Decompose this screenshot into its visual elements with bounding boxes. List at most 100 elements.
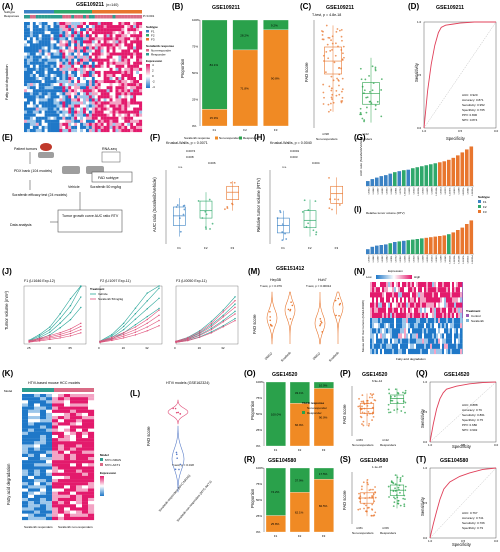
heatmap-cell xyxy=(68,80,72,84)
heatmap-cell xyxy=(85,70,89,75)
data-point xyxy=(340,101,343,104)
x-tick-label: LI1288 xyxy=(440,255,442,262)
heatmap-cell xyxy=(97,128,101,133)
heatmap-cell xyxy=(40,497,47,502)
heatmap-cell xyxy=(64,472,71,476)
heatmap-cell xyxy=(136,49,140,53)
heatmap-cell xyxy=(127,37,131,41)
heatmap-cell xyxy=(40,453,47,458)
heatmap-cell xyxy=(130,92,134,96)
x-tick-label: F1 xyxy=(281,246,285,250)
heatmap-cell xyxy=(124,46,128,50)
heatmap-cell xyxy=(40,412,47,417)
x-tick-label: LI0050d xyxy=(472,255,474,264)
data-point xyxy=(175,411,178,414)
heatmap-cell xyxy=(77,37,81,41)
growth-point xyxy=(59,317,61,320)
heatmap-cell xyxy=(115,31,119,35)
heatmap-cell xyxy=(428,348,431,355)
heatmap-cell xyxy=(100,104,104,108)
heatmap-cell xyxy=(52,463,59,467)
heatmap-cell xyxy=(130,28,134,32)
heatmap-cell xyxy=(440,318,443,324)
heatmap-cell xyxy=(71,107,75,111)
heatmap-cell xyxy=(26,104,30,108)
heatmap-cell xyxy=(103,25,107,29)
panel-letter-L: (L) xyxy=(130,389,141,398)
heatmap-cell xyxy=(438,302,441,308)
heatmap-cell xyxy=(82,397,89,401)
heatmap-cell xyxy=(28,463,35,467)
data-point xyxy=(182,213,185,216)
heatmap-cell xyxy=(91,58,95,62)
heatmap-cell xyxy=(53,101,57,105)
heatmap-cell xyxy=(80,58,84,62)
heatmap-cell xyxy=(112,128,116,133)
heatmap-cell xyxy=(127,101,131,105)
heatmap-cell xyxy=(53,46,57,50)
heatmap-cell xyxy=(46,479,53,483)
heatmap-cell xyxy=(80,22,84,26)
x-tick-label: LI1097 xyxy=(377,255,379,262)
heatmap-cell xyxy=(77,43,81,47)
panel-P-n-resp: n=42 xyxy=(382,438,389,442)
heatmap-cell xyxy=(91,31,95,35)
data-point xyxy=(172,407,174,410)
box xyxy=(199,200,213,219)
heatmap-cell xyxy=(426,287,429,293)
heatmap-cell xyxy=(97,64,101,68)
heatmap-cell xyxy=(24,119,28,123)
heatmap-cell xyxy=(136,119,140,123)
heatmap-cell xyxy=(44,77,48,81)
heatmap-cell xyxy=(103,64,107,68)
heatmap-cell xyxy=(22,463,29,467)
heatmap-cell xyxy=(64,409,71,413)
heatmap-cell xyxy=(454,348,457,355)
data-point xyxy=(368,75,370,77)
heatmap-cell xyxy=(32,125,36,130)
panel-D-metric-npv: NPV: 0.874 xyxy=(462,118,478,122)
heatmap-cell xyxy=(139,89,143,93)
data-point xyxy=(363,92,365,95)
heatmap-cell xyxy=(402,323,405,329)
heatmap-cell xyxy=(121,80,125,84)
heatmap-cell xyxy=(448,282,451,288)
heatmap-cell xyxy=(53,122,57,126)
heatmap-cell xyxy=(370,282,373,288)
heatmap-cell xyxy=(58,397,65,401)
data-point xyxy=(368,489,371,492)
heatmap-cell xyxy=(40,475,47,480)
data-point xyxy=(331,35,334,38)
heatmap-cell xyxy=(50,83,54,87)
heatmap-cell xyxy=(74,73,78,78)
heatmap-cell xyxy=(74,43,78,47)
growth-point xyxy=(59,331,61,334)
heatmap-cell xyxy=(414,318,417,324)
heatmap-cell xyxy=(94,128,98,133)
x-tick-label: LI0801 xyxy=(395,187,397,194)
heatmap-cell xyxy=(458,292,461,298)
heatmap-cell xyxy=(94,125,98,130)
data-point xyxy=(320,321,323,324)
heatmap-cell xyxy=(28,453,35,458)
heatmap-cell xyxy=(65,113,69,117)
x-tick-label: LI1646 xyxy=(373,255,375,262)
heatmap-cell xyxy=(406,292,409,298)
heatmap-cell xyxy=(50,25,54,29)
heatmap-cell xyxy=(380,328,383,334)
heatmap-cell xyxy=(83,107,87,111)
heatmap-cell xyxy=(29,116,33,120)
data-point xyxy=(374,491,376,494)
heatmap-cell xyxy=(460,333,463,339)
heatmap-cell xyxy=(65,92,69,96)
data-point xyxy=(269,310,271,313)
heatmap-cell xyxy=(76,434,83,439)
heatmap-cell xyxy=(430,307,433,313)
heatmap-cell xyxy=(46,416,53,420)
heatmap-cell xyxy=(384,333,387,339)
heatmap-cell xyxy=(109,95,113,99)
x-tick-label: LI1042 xyxy=(391,187,393,194)
heatmap-cell xyxy=(384,292,387,298)
heatmap-cell xyxy=(115,116,119,120)
heatmap-cell xyxy=(392,318,395,324)
